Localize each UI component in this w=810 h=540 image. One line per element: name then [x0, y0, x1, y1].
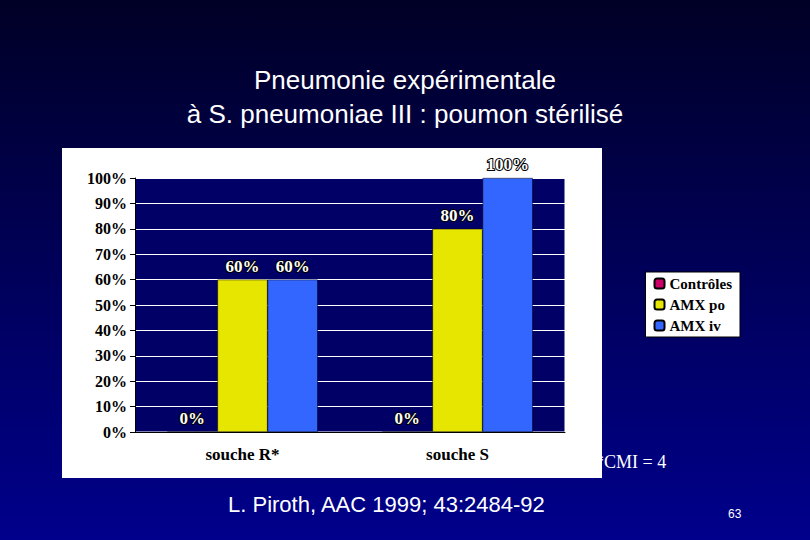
svg-text:100%: 100% [486, 155, 529, 174]
svg-text:80%: 80% [441, 206, 475, 225]
svg-text:0%: 0% [395, 409, 421, 428]
svg-text:à S. pneumoniae III : poumon s: à S. pneumoniae III : poumon stérilisé [187, 99, 623, 129]
svg-text:10%: 10% [95, 398, 127, 415]
svg-text:0%: 0% [103, 424, 127, 441]
svg-text:63: 63 [728, 507, 742, 521]
svg-text:60%: 60% [226, 257, 260, 276]
svg-text:60%: 60% [276, 257, 310, 276]
svg-text:70%: 70% [95, 246, 127, 263]
svg-text:50%: 50% [95, 297, 127, 314]
svg-text:90%: 90% [95, 195, 127, 212]
svg-text:souche R*: souche R* [205, 445, 279, 464]
svg-text:30%: 30% [95, 347, 127, 364]
svg-text:20%: 20% [95, 373, 127, 390]
svg-text:40%: 40% [95, 322, 127, 339]
svg-text:0%: 0% [180, 409, 206, 428]
svg-text:AMX po: AMX po [670, 297, 725, 313]
svg-text:Pneumonie expérimentale: Pneumonie expérimentale [254, 65, 556, 95]
svg-text:L. Piroth, AAC 1999; 43:2484-9: L. Piroth, AAC 1999; 43:2484-92 [228, 492, 545, 517]
svg-text:100%: 100% [87, 170, 127, 187]
svg-text:60%: 60% [95, 271, 127, 288]
svg-text:Contrôles: Contrôles [670, 276, 733, 292]
svg-text:*CMI = 4: *CMI = 4 [595, 452, 666, 472]
svg-text:AMX iv: AMX iv [670, 318, 722, 334]
svg-text:80%: 80% [95, 220, 127, 237]
svg-text:souche S: souche S [426, 445, 489, 464]
